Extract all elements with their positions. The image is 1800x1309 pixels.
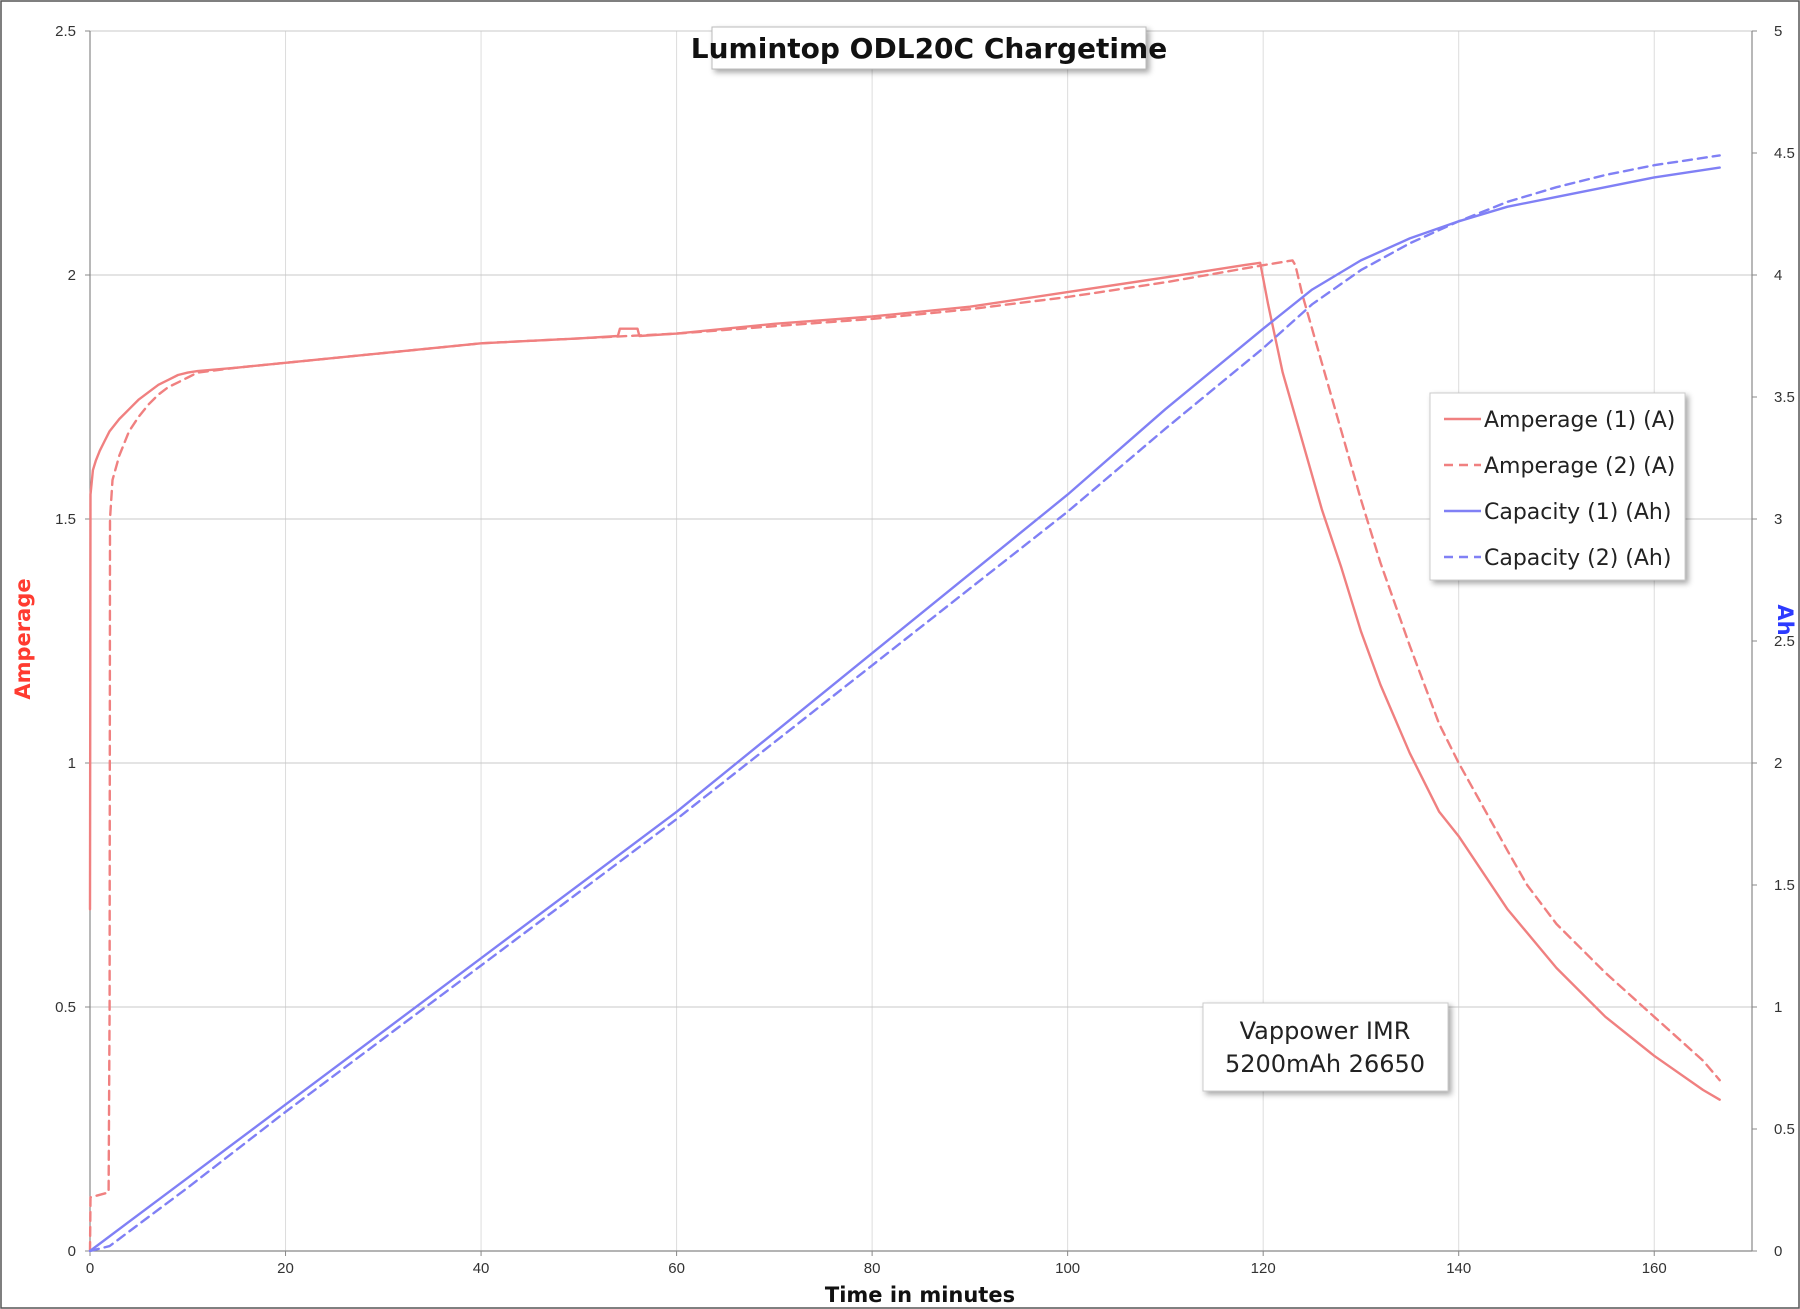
x-tick-label: 100 — [1055, 1260, 1080, 1277]
x-tick-label: 80 — [864, 1260, 881, 1277]
y-left-axis-title: Amperage — [11, 578, 35, 699]
y-right-tick-label: 1 — [1774, 999, 1782, 1016]
annotation-box — [1202, 1002, 1449, 1092]
legend-label: Capacity (2) (Ah) — [1484, 546, 1671, 571]
x-tick-label: 160 — [1642, 1260, 1667, 1277]
y-left-tick-label: 0 — [68, 1243, 76, 1260]
legend-box — [1429, 392, 1686, 581]
axis-layer: 0 20 40 60 80 100 120 140 160 0 0.5 1 1.5 2 2.5 0 0.5 1 1.… — [55, 23, 1795, 1277]
x-tick-label: 60 — [668, 1260, 685, 1277]
series-layer — [88, 154, 1721, 1253]
y-right-tick-label: 4.5 — [1774, 145, 1795, 162]
y-left-tick-label: 2.5 — [55, 23, 76, 40]
y-right-tick-label: 3.5 — [1774, 389, 1795, 406]
series-line-4 — [88, 154, 1721, 1253]
legend-label: Amperage (2) (A) — [1484, 454, 1675, 479]
y-right-tick-label: 2.5 — [1774, 633, 1795, 650]
x-tick-label: 20 — [277, 1260, 294, 1277]
y-left-tick-label: 1.5 — [55, 511, 76, 528]
series-line-2 — [88, 259, 1721, 1253]
y-left-tick-label: 2 — [68, 267, 76, 284]
annotation-line-1: Vappower IMR — [1240, 1017, 1411, 1045]
x-axis-title: Time in minutes — [825, 1283, 1015, 1307]
annotation-line-2: 5200mAh 26650 — [1225, 1050, 1425, 1078]
x-tick-label: 40 — [473, 1260, 490, 1277]
y-left-tick-label: 1 — [68, 755, 76, 772]
y-left-tick-label: 0.5 — [55, 999, 76, 1016]
y-right-tick-label: 0.5 — [1774, 1121, 1795, 1138]
y-right-tick-label: 1.5 — [1774, 877, 1795, 894]
y-right-axis-title: Ah — [1773, 604, 1797, 635]
legend-label: Amperage (1) (A) — [1484, 408, 1675, 433]
y-right-tick-label: 2 — [1774, 755, 1782, 772]
legend-label: Capacity (1) (Ah) — [1484, 500, 1671, 525]
chart-title: Lumintop ODL20C Chargetime — [691, 32, 1167, 65]
title-box: Lumintop ODL20C Chargetime — [691, 26, 1167, 70]
battery-annotation: Vappower IMR 5200mAh 26650 — [1202, 1002, 1449, 1092]
x-tick-label: 140 — [1446, 1260, 1471, 1277]
legend-items: Amperage (1) (A) Amperage (2) (A) Capacity… — [1444, 408, 1675, 571]
series-line-3 — [88, 166, 1721, 1253]
y-right-tick-label: 5 — [1774, 23, 1782, 40]
title-box-bg — [711, 26, 1147, 70]
y-right-tick-label: 4 — [1774, 267, 1782, 284]
y-right-tick-label: 3 — [1774, 511, 1782, 528]
y-right-tick-label: 0 — [1774, 1243, 1782, 1260]
legend: Amperage (1) (A) Amperage (2) (A) Capacity… — [1429, 392, 1686, 581]
x-tick-label: 0 — [86, 1260, 94, 1277]
x-tick-label: 120 — [1251, 1260, 1276, 1277]
